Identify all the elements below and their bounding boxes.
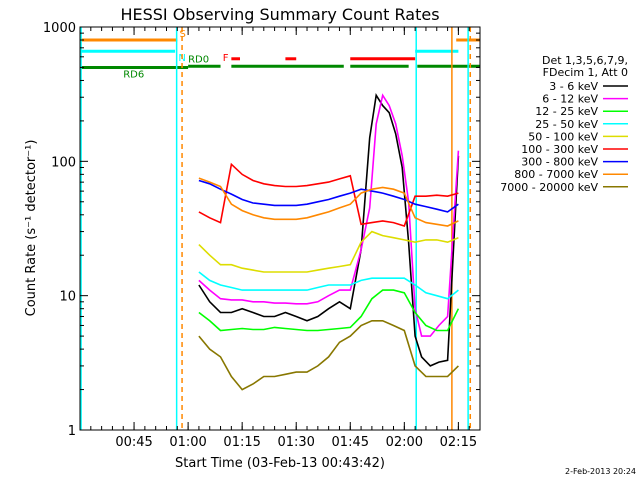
y-axis-label: Count Rate (s⁻¹ detector⁻¹) (24, 140, 39, 317)
series-lines (198, 93, 460, 391)
y-tick-label-3: 1000 (43, 21, 76, 36)
x-tick-label-5: 02:00 (386, 435, 423, 450)
plot-frame (79, 26, 481, 431)
y-tick-label-2: 100 (51, 155, 76, 170)
y-tick-label-0: 1 (68, 424, 76, 439)
flag-label-4: RD6 (123, 69, 144, 80)
legend-label-5: 100 - 300 keV (521, 143, 598, 156)
x-tick-label-1: 01:00 (169, 435, 206, 450)
series-line-0 (198, 93, 460, 367)
x-tick-label-0: 00:45 (115, 435, 152, 450)
y-tick-label-1: 10 (59, 290, 76, 305)
legend-label-2: 12 - 25 keV (535, 105, 598, 118)
series-line-7 (198, 177, 459, 227)
flag-label-3: RD0 (188, 54, 209, 65)
legend-label-4: 50 - 100 keV (528, 130, 598, 143)
flag-label-0: S (179, 29, 185, 40)
legend-header-0: Det 1,3,5,6,7,9, (542, 54, 628, 67)
series-line-2 (198, 289, 460, 332)
series-line-5 (198, 162, 459, 227)
legend-label-8: 7000 - 20000 keV (500, 181, 598, 194)
series-line-8 (198, 319, 459, 391)
x-tick-label-4: 01:45 (332, 435, 369, 450)
legend-label-0: 3 - 6 keV (549, 80, 598, 93)
x-axis-label: Start Time (03-Feb-13 00:43:42) (175, 456, 385, 471)
legend-label-6: 300 - 800 keV (521, 156, 598, 169)
x-tick-label-2: 01:15 (223, 435, 260, 450)
series-line-6 (198, 179, 459, 213)
flag-label-2: F (223, 53, 229, 64)
series-line-4 (198, 230, 459, 273)
legend: Det 1,3,5,6,7,9,FDecim 1, Att 03 - 6 keV… (500, 54, 628, 194)
legend-label-7: 800 - 7000 keV (514, 168, 598, 181)
legend-header-1: FDecim 1, Att 0 (543, 66, 628, 79)
axis-ticks: 00:45 01:00 01:15 01:30 01:45 02:00 02:15 1 10 10… (43, 21, 480, 450)
series-line-1 (198, 93, 460, 337)
event-lines (80, 27, 472, 430)
footer-timestamp: 2-Feb-2013 20:24 (565, 467, 636, 476)
x-tick-label-6: 02:15 (440, 435, 477, 450)
x-tick-label-3: 01:30 (277, 435, 314, 450)
legend-label-1: 6 - 12 keV (542, 93, 598, 106)
observing-flags: SNFRD0RD6 (80, 29, 480, 80)
chart-title: HESSI Observing Summary Count Rates (120, 5, 439, 24)
series-line-3 (198, 271, 459, 300)
legend-label-3: 25 - 50 keV (535, 118, 598, 131)
